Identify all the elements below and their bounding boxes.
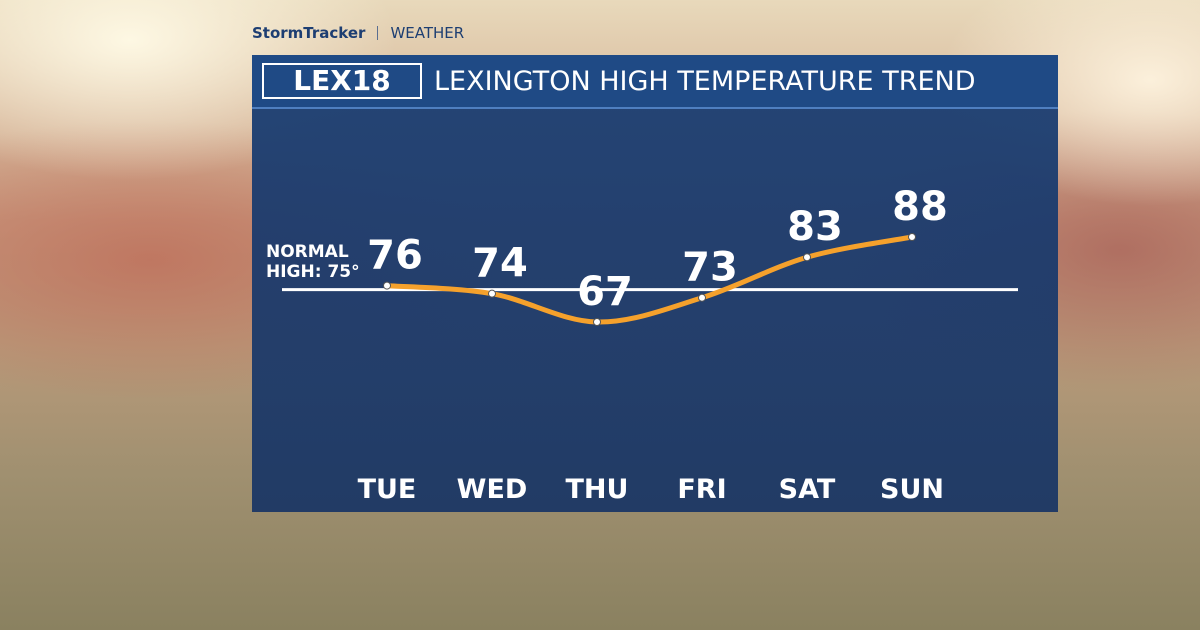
x-tick-label: WED [457,474,528,505]
value-label: 88 [892,184,948,230]
point [698,293,706,302]
value-label: 74 [472,241,528,287]
x-tick-label: FRI [677,474,726,505]
section: WEATHER [390,24,465,42]
logo-box [262,63,422,99]
point [488,289,496,298]
x-tick-label: SAT [779,474,836,505]
value-label: 73 [682,245,738,291]
point [803,253,811,262]
separator [377,26,379,40]
reference-label: NORMAL HIGH: 75° [266,242,360,282]
header: StormTracker WEATHER [252,24,464,42]
value-label: 67 [577,269,633,315]
value-label: 76 [367,233,423,279]
point [383,281,391,290]
x-tick-label: SUN [880,474,944,505]
point [908,233,916,241]
value-label: 83 [787,204,843,250]
x-tick-label: THU [566,474,629,505]
panel [252,55,1058,512]
logo: LEX18 [293,64,391,97]
x-tick-label: TUE [358,474,417,505]
line [384,234,915,325]
brand: StormTracker [252,24,366,42]
point [593,318,601,326]
chart-title: LEXINGTON HIGH TEMPERATURE TREND [434,66,976,97]
